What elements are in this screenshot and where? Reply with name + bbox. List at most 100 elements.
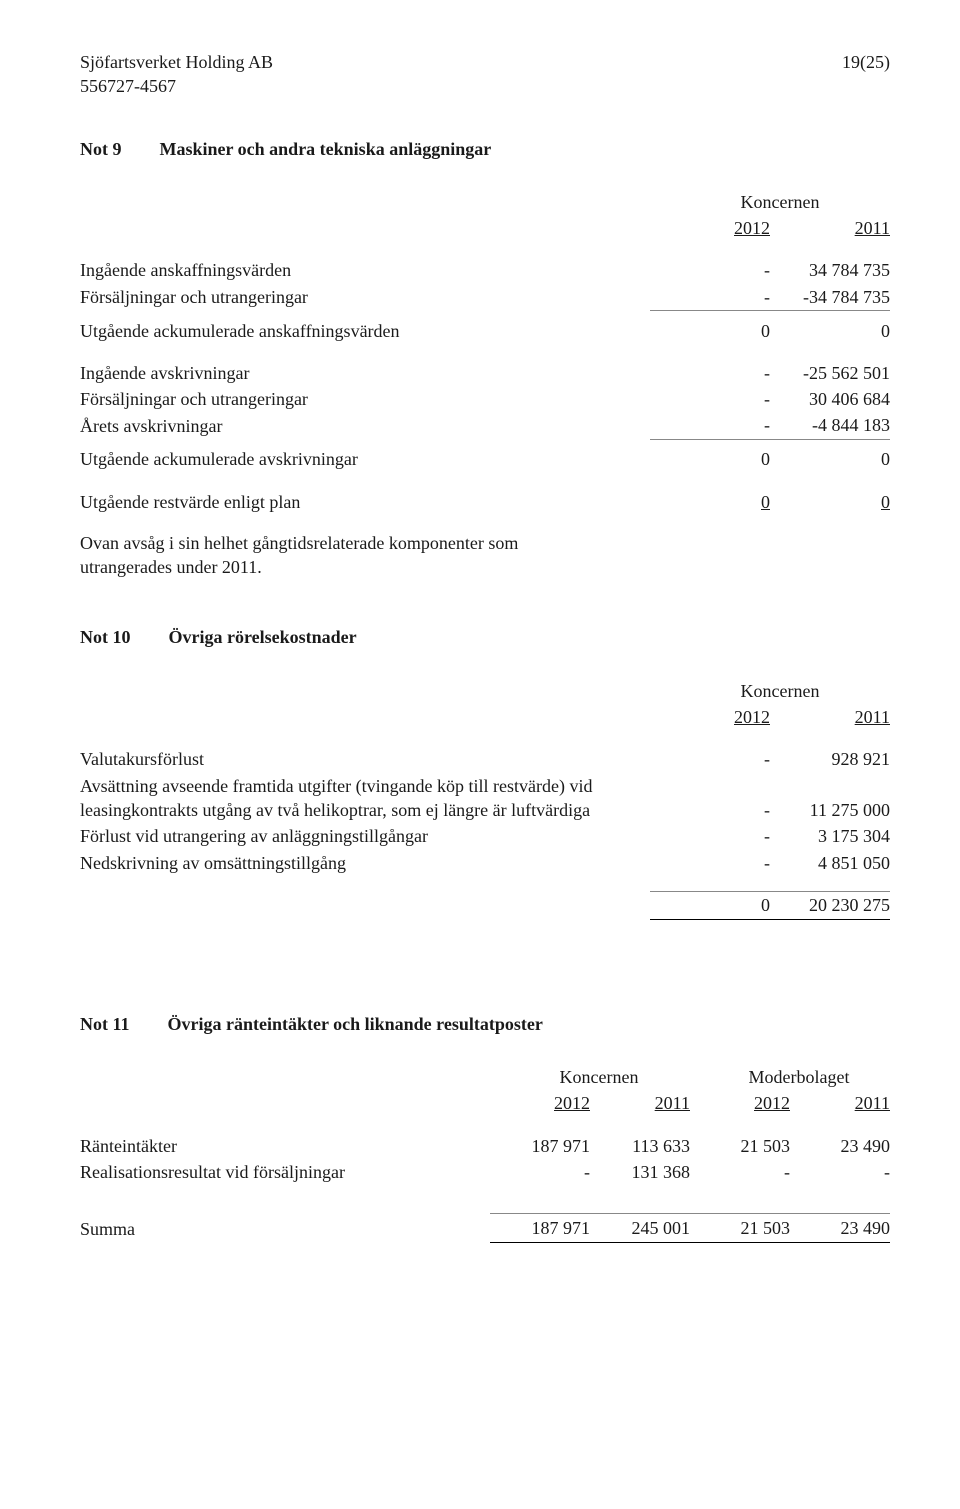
cell-desc: Försäljningar och utrangeringar <box>80 284 650 311</box>
cell-value: -34 784 735 <box>770 284 890 311</box>
cell-value: 23 490 <box>790 1133 890 1159</box>
note10-total-row: 0 20 230 275 <box>80 892 890 919</box>
cell-value: - <box>650 850 770 876</box>
note9-heading: Not 9 Maskiner och andra tekniska anlägg… <box>80 137 890 161</box>
table-row: Valutakursförlust - 928 921 <box>80 746 890 772</box>
note11-year-row: 2012 2011 2012 2011 <box>80 1090 890 1116</box>
table-row: Realisationsresultat vid försäljningar -… <box>80 1159 890 1185</box>
cell-value: 0 <box>770 489 890 515</box>
note10-year-row: 2012 2011 <box>80 704 890 730</box>
cell-value: - <box>650 257 770 283</box>
header-left: Sjöfartsverket Holding AB 556727-4567 <box>80 50 273 99</box>
cell-desc: Valutakursförlust <box>80 746 650 772</box>
cell-value: 4 851 050 <box>770 850 890 876</box>
page-number: 19(25) <box>842 50 890 99</box>
note11-title: Övriga ränteintäkter och liknande result… <box>168 1012 543 1036</box>
cell-desc: Ingående anskaffningsvärden <box>80 257 650 283</box>
table-row: Ingående anskaffningsvärden - 34 784 735 <box>80 257 890 283</box>
cell-value: - <box>490 1159 590 1185</box>
cell-value: - <box>650 773 770 824</box>
cell-desc: Årets avskrivningar <box>80 412 650 439</box>
cell-value: - <box>650 412 770 439</box>
org-number: 556727-4567 <box>80 74 273 98</box>
cell-value: 0 <box>650 892 770 919</box>
note10-label: Not 10 <box>80 625 131 649</box>
cell-value: 187 971 <box>490 1213 590 1242</box>
cell-desc: Utgående ackumulerade avskrivningar <box>80 439 650 472</box>
cell-value: 928 921 <box>770 746 890 772</box>
cell-value: 11 275 000 <box>770 773 890 824</box>
cell-desc: Utgående restvärde enligt plan <box>80 489 650 515</box>
note11-heading: Not 11 Övriga ränteintäkter och liknande… <box>80 1012 890 1036</box>
note10-table: Koncernen 2012 2011 Valutakursförlust - … <box>80 678 890 920</box>
note11-group-row: Koncernen Moderbolaget <box>80 1064 890 1090</box>
note10-year2: 2011 <box>770 704 890 730</box>
note10-year1: 2012 <box>650 704 770 730</box>
cell-value: - <box>650 746 770 772</box>
note10-group-row: Koncernen <box>80 678 890 704</box>
cell-value: 0 <box>650 439 770 472</box>
note11-year2: 2011 <box>590 1090 690 1116</box>
note9-year1: 2012 <box>650 215 770 241</box>
note9-footer-text: Ovan avsåg i sin helhet gångtidsrelatera… <box>80 531 600 580</box>
table-row: Ingående avskrivningar - -25 562 501 <box>80 360 890 386</box>
cell-value: 21 503 <box>690 1133 790 1159</box>
cell-value: 34 784 735 <box>770 257 890 283</box>
note11-group1: Koncernen <box>490 1064 690 1090</box>
table-row: Förlust vid utrangering av anläggningsti… <box>80 823 890 849</box>
note11-year4: 2011 <box>790 1090 890 1116</box>
note9-year2: 2011 <box>770 215 890 241</box>
cell-value: 21 503 <box>690 1213 790 1242</box>
cell-value: 0 <box>650 489 770 515</box>
cell-value: 0 <box>650 311 770 344</box>
note11-table: Koncernen Moderbolaget 2012 2011 2012 20… <box>80 1064 890 1243</box>
cell-desc: Ränteintäkter <box>80 1133 490 1159</box>
cell-value: - <box>650 360 770 386</box>
note11-year1: 2012 <box>490 1090 590 1116</box>
note10-title: Övriga rörelsekostnader <box>169 625 357 649</box>
cell-value: 0 <box>770 439 890 472</box>
note9-year-row: 2012 2011 <box>80 215 890 241</box>
page-header: Sjöfartsverket Holding AB 556727-4567 19… <box>80 50 890 99</box>
cell-value: - <box>650 386 770 412</box>
table-row: Försäljningar och utrangeringar - -34 78… <box>80 284 890 311</box>
cell-value: - <box>790 1159 890 1185</box>
table-row: Ränteintäkter 187 971 113 633 21 503 23 … <box>80 1133 890 1159</box>
note9-title: Maskiner och andra tekniska anläggningar <box>160 137 492 161</box>
note10-group-label: Koncernen <box>650 678 890 704</box>
table-row: Utgående ackumulerade avskrivningar 0 0 <box>80 439 890 472</box>
cell-desc: Summa <box>80 1213 490 1242</box>
cell-desc: Realisationsresultat vid försäljningar <box>80 1159 490 1185</box>
cell-value: 20 230 275 <box>770 892 890 919</box>
cell-value: - <box>650 284 770 311</box>
table-row: Årets avskrivningar - -4 844 183 <box>80 412 890 439</box>
cell-value: 30 406 684 <box>770 386 890 412</box>
note9-group-label: Koncernen <box>650 189 890 215</box>
cell-value: 245 001 <box>590 1213 690 1242</box>
table-row: Utgående ackumulerade anskaffningsvärden… <box>80 311 890 344</box>
cell-value: 23 490 <box>790 1213 890 1242</box>
cell-value: - <box>690 1159 790 1185</box>
note9-group-row: Koncernen <box>80 189 890 215</box>
table-row: Utgående restvärde enligt plan 0 0 <box>80 489 890 515</box>
cell-value: 113 633 <box>590 1133 690 1159</box>
cell-desc: Utgående ackumulerade anskaffningsvärden <box>80 311 650 344</box>
cell-value: 131 368 <box>590 1159 690 1185</box>
note11-label: Not 11 <box>80 1012 130 1036</box>
note11-group2: Moderbolaget <box>690 1064 890 1090</box>
cell-desc: Nedskrivning av omsättningstillgång <box>80 850 650 876</box>
table-row: Avsättning avseende framtida utgifter (t… <box>80 773 890 824</box>
cell-desc: Försäljningar och utrangeringar <box>80 386 650 412</box>
cell-value: 3 175 304 <box>770 823 890 849</box>
cell-value: -25 562 501 <box>770 360 890 386</box>
cell-desc: Förlust vid utrangering av anläggningsti… <box>80 823 650 849</box>
table-row: Försäljningar och utrangeringar - 30 406… <box>80 386 890 412</box>
note10-heading: Not 10 Övriga rörelsekostnader <box>80 625 890 649</box>
note11-year3: 2012 <box>690 1090 790 1116</box>
cell-value: 0 <box>770 311 890 344</box>
note11-sum-row: Summa 187 971 245 001 21 503 23 490 <box>80 1213 890 1242</box>
cell-value: -4 844 183 <box>770 412 890 439</box>
note9-label: Not 9 <box>80 137 122 161</box>
table-row: Nedskrivning av omsättningstillgång - 4 … <box>80 850 890 876</box>
cell-desc: Avsättning avseende framtida utgifter (t… <box>80 773 650 824</box>
